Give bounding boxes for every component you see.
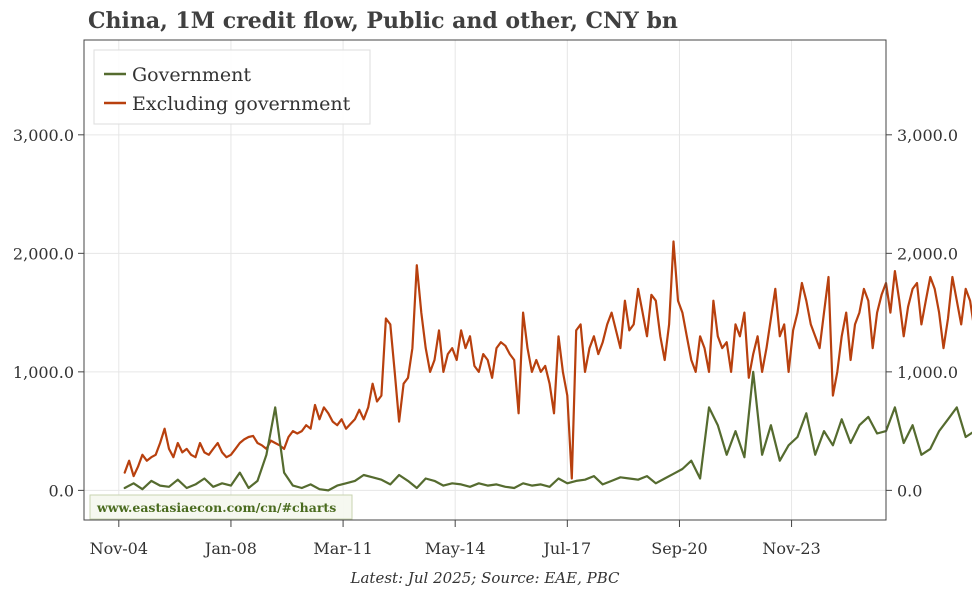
series-line-excluding-government [123, 240, 972, 480]
y-tick-label-left: 1,000.0 [13, 363, 74, 382]
y-axis-left: 0.0 1,000.0 2,000.0 3,000.0 [13, 126, 84, 500]
y-tick-label-right: 2,000.0 [897, 244, 958, 263]
series-layer [123, 240, 972, 492]
y-tick-label-left: 3,000.0 [13, 126, 74, 145]
watermark-box [89, 494, 353, 520]
x-tick-label: Jul-17 [542, 539, 592, 558]
y-tick-label-left: 2,000.0 [13, 244, 74, 263]
x-tick-label: Jan-08 [203, 539, 257, 558]
legend: Government Excluding government [93, 49, 371, 125]
x-tick-label: May-14 [425, 539, 486, 558]
x-tick-label: Nov-04 [90, 539, 148, 558]
chart-title: China, 1M credit flow, Public and other,… [88, 8, 678, 34]
legend-label-government: Government [132, 64, 251, 86]
chart-footer: Latest: Jul 2025; Source: EAE, PBC [350, 569, 620, 587]
y-tick-label-right: 1,000.0 [897, 363, 958, 382]
legend-label-excluding-government: Excluding government [132, 93, 351, 115]
y-tick-label-right: 0.0 [897, 481, 922, 500]
series-line-government [123, 370, 972, 492]
watermark: www.eastasiaecon.com/cn/#charts [89, 494, 353, 520]
watermark-text: www.eastasiaecon.com/cn/#charts [96, 500, 336, 515]
plot-frame [83, 39, 887, 521]
y-tick-label-right: 3,000.0 [897, 126, 958, 145]
x-tick-label: Mar-11 [313, 539, 372, 558]
legend-box [93, 49, 371, 125]
x-tick-label: Sep-20 [651, 539, 707, 558]
y-tick-label-left: 0.0 [49, 481, 74, 500]
x-axis: Nov-04 Jan-08 Mar-11 May-14 Jul-17 Sep-20 Nov-… [90, 520, 821, 558]
y-axis-right: 0.0 1,000.0 2,000.0 3,000.0 [886, 126, 958, 500]
x-tick-label: Nov-23 [762, 539, 820, 558]
